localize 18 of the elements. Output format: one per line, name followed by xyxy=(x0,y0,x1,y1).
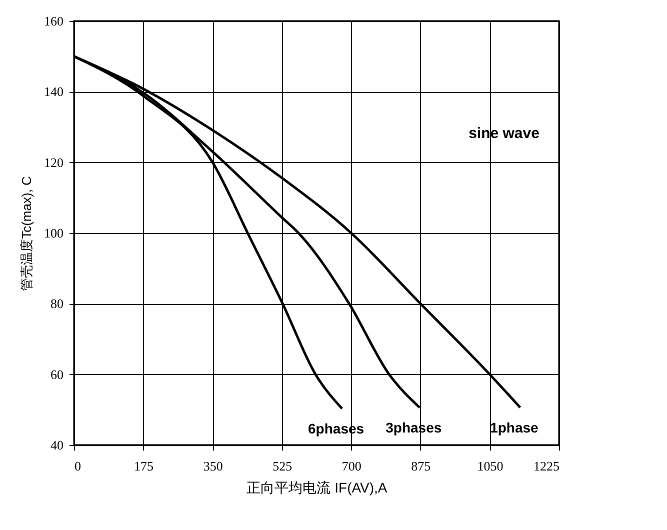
x-tick-label: 525 xyxy=(272,458,292,474)
x-axis-title: 正向平均电流 IF(AV),A xyxy=(246,480,388,496)
series-label: 1phase xyxy=(490,420,539,436)
y-axis-title: 管壳温度Tc(max), C xyxy=(19,176,34,291)
x-tick-label: 350 xyxy=(203,458,223,474)
x-tick-label: 0 xyxy=(74,458,81,474)
y-tick-label: 140 xyxy=(44,84,64,100)
y-tick-label: 120 xyxy=(44,154,64,170)
x-tick-label: 1225 xyxy=(534,458,560,474)
y-tick-label: 100 xyxy=(44,226,64,240)
y-tick-label: 60 xyxy=(50,366,64,382)
x-tick-label: 1050 xyxy=(477,458,504,474)
x-tick-label: 875 xyxy=(411,458,431,474)
y-tick-label: 160 xyxy=(44,14,64,28)
y-tick-label: 40 xyxy=(50,438,64,452)
x-tick-label: 700 xyxy=(342,458,362,474)
x-tick-label: 175 xyxy=(134,458,154,474)
y-tick-label: 80 xyxy=(50,296,64,312)
